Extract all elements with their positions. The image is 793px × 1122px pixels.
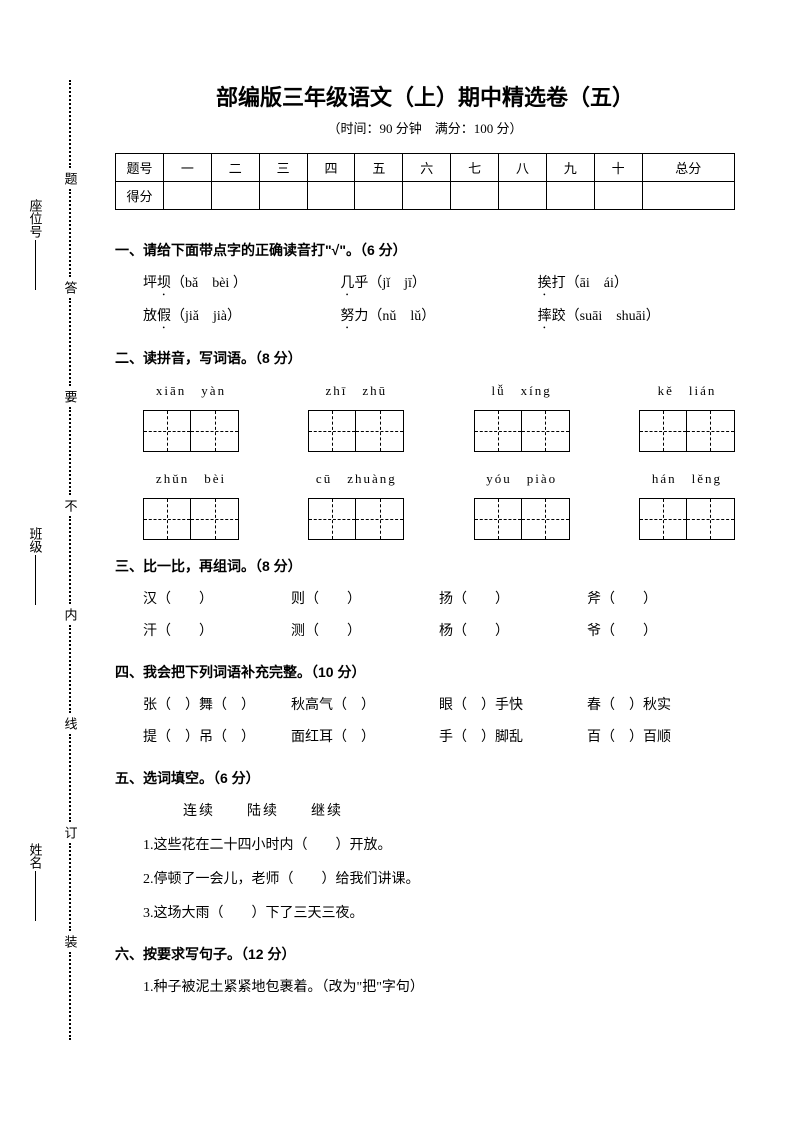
q4-item: 春（ ）秋实 [587,692,735,720]
q1-item: 几乎（jǐ jī） [340,270,537,299]
pinyin-group: cū zhuàng [308,466,404,540]
section-5-title: 五、选词填空。（6 分） [115,768,735,788]
table-row: 得分 [116,182,735,210]
char-grid [474,498,570,540]
q4-item: 秋高气（ ） [291,692,439,720]
section-3-body: 汉（ ） 则（ ） 扬（ ） 斧（ ） 汗（ ） 测（ ） 杨（ ） 爷（ ） [115,586,735,646]
q3-item: 扬（ ） [439,586,587,614]
section-6-title: 六、按要求写句子。（12 分） [115,944,735,964]
pinyin-group: zhī zhū [308,378,404,452]
q4-item: 手（ ）脚乱 [439,724,587,752]
q4-item: 面红耳（ ） [291,724,439,752]
side-label-name: 姓名 [26,843,45,921]
page-subtitle: （时间：90 分钟 满分：100 分） [115,118,735,137]
q5-item: 1.这些花在二十四小时内（ ）开放。 [143,832,735,860]
pinyin-group: lǚ xíng [474,378,570,452]
q1-item: 放假（jiǎ jià） [143,303,340,332]
q3-item: 测（ ） [291,618,439,646]
pinyin-group: xiān yàn [143,378,239,452]
char-grid [474,410,570,452]
section-2-title: 二、读拼音，写词语。（8 分） [115,348,735,368]
q3-item: 斧（ ） [587,586,735,614]
section-1-title: 一、请给下面带点字的正确读音打"√"。（6 分） [115,240,735,260]
q5-word-bank: 连续 陆续 继续 [143,798,735,826]
q1-item: 挨打（āi ái） [538,270,735,299]
q3-item: 则（ ） [291,586,439,614]
q6-item: 1.种子被泥土紧紧地包裹着。（改为"把"字句） [143,974,735,1002]
char-grid [308,410,404,452]
q3-item: 汗（ ） [143,618,291,646]
q1-item: 摔跤（suāi shuāi） [538,303,735,332]
q5-item: 3.这场大雨（ ）下了三天三夜。 [143,900,735,928]
q4-item: 百（ ）百顺 [587,724,735,752]
q3-item: 爷（ ） [587,618,735,646]
section-4-body: 张（ ）舞（ ） 秋高气（ ） 眼（ ）手快 春（ ）秋实 提（ ）吊（ ） 面… [115,692,735,752]
side-label-seat: 座位号 [26,199,45,290]
pinyin-group: hán lěng [639,466,735,540]
score-table: 题号 一 二 三 四 五 六 七 八 九 十 总分 得分 [115,153,735,210]
side-info-labels: 姓名 班级 座位号 [20,80,50,1040]
section-5-body: 连续 陆续 继续 1.这些花在二十四小时内（ ）开放。 2.停顿了一会儿，老师（… [115,798,735,928]
q4-item: 张（ ）舞（ ） [143,692,291,720]
section-4-title: 四、我会把下列词语补充完整。（10 分） [115,662,735,682]
section-3-title: 三、比一比，再组词。（8 分） [115,556,735,576]
section-6-body: 1.种子被泥土紧紧地包裹着。（改为"把"字句） [115,974,735,1002]
char-grid [639,410,735,452]
section-1-body: 坪坝（bǎ bèi ） 几乎（jǐ jī） 挨打（āi ái） 放假（jiǎ j… [115,270,735,332]
char-grid [308,498,404,540]
pinyin-group: zhǔn bèi [143,466,239,540]
char-grid [143,410,239,452]
pinyin-group: kě lián [639,378,735,452]
page-title: 部编版三年级语文（上）期中精选卷（五） [115,80,735,112]
q4-item: 眼（ ）手快 [439,692,587,720]
q3-item: 汉（ ） [143,586,291,614]
char-grid [639,498,735,540]
q4-item: 提（ ）吊（ ） [143,724,291,752]
q1-item: 坪坝（bǎ bèi ） [143,270,340,299]
table-row: 题号 一 二 三 四 五 六 七 八 九 十 总分 [116,154,735,182]
main-content: 部编版三年级语文（上）期中精选卷（五） （时间：90 分钟 满分：100 分） … [115,80,735,1018]
binding-line: 题 答 要 不 内 线 订 装 [55,80,85,1040]
q3-item: 杨（ ） [439,618,587,646]
q1-item: 努力（nǔ lǔ） [340,303,537,332]
q5-item: 2.停顿了一会儿，老师（ ）给我们讲课。 [143,866,735,894]
pinyin-group: yóu piào [474,466,570,540]
char-grid [143,498,239,540]
section-2-body: xiān yàn zhī zhū lǚ xíng kě lián zhǔn bè… [115,378,735,540]
side-label-class: 班级 [26,527,45,605]
